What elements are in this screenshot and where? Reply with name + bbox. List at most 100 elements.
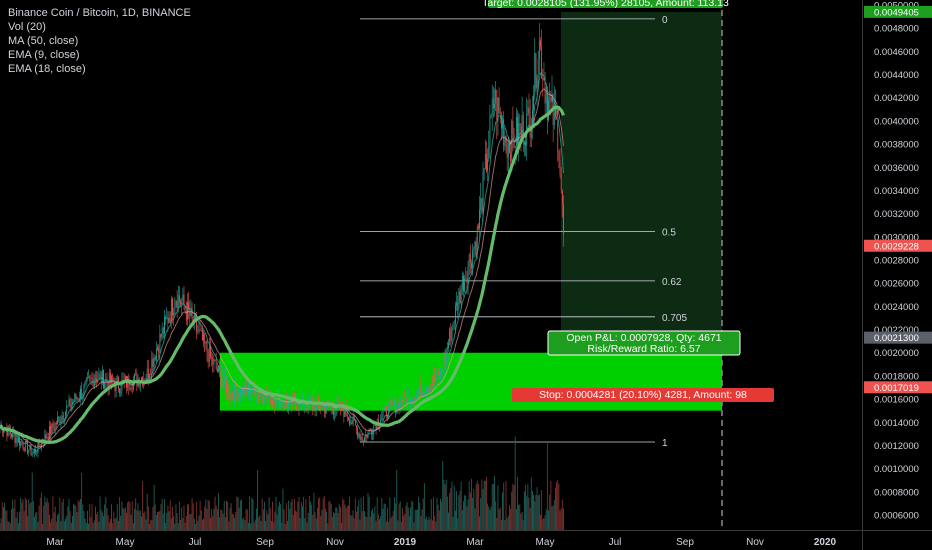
volume-bar (420, 516, 422, 530)
price-tick: 0.0010000 (874, 464, 919, 475)
volume-bar (203, 518, 204, 530)
volume-bar (505, 481, 507, 530)
candle-body (458, 291, 460, 310)
candle-body (331, 406, 333, 410)
time-axis[interactable]: Mar May Jul Sep Nov 2019 Mar May Jul Sep Nov 2020 (0, 530, 932, 550)
volume-bar (313, 492, 315, 530)
price-axis[interactable]: 0.00500000.00480000.00460000.00440000.00… (862, 0, 932, 550)
candle-body (192, 315, 194, 324)
candle-body (198, 329, 200, 332)
candle-body (159, 333, 161, 354)
volume-bar (364, 511, 365, 530)
stop-label[interactable]: Stop: 0.0004281 (20.10%) 4281, Amount: 9… (512, 388, 774, 402)
candle-body (119, 389, 120, 394)
volume-bar (334, 513, 336, 530)
volume-bar (305, 499, 307, 530)
volume-bar (109, 518, 111, 530)
candle-body (162, 327, 164, 334)
candle-body (275, 406, 277, 408)
volume-bar (211, 509, 213, 530)
candle-body (530, 127, 532, 138)
volume-bar (379, 519, 380, 530)
time-tick: Nov (746, 537, 764, 548)
volume-bar (119, 497, 121, 530)
price-tick: 0.0042000 (874, 93, 919, 104)
candle-body (135, 373, 137, 374)
volume-bar (78, 501, 80, 530)
volume-bar (267, 514, 269, 530)
volume-bar (233, 514, 234, 530)
volume-bar (21, 502, 23, 530)
volume-bar (176, 513, 178, 530)
candle-body (460, 288, 462, 303)
candle-body (467, 266, 469, 283)
volume-bar (433, 497, 434, 530)
volume-bar (511, 491, 513, 530)
volume-bar (266, 510, 268, 530)
candle-body (50, 426, 51, 434)
volume-bar (89, 504, 91, 530)
legend-ma[interactable]: MA (50, close) (8, 35, 79, 47)
candle-body (518, 123, 520, 145)
volume-bar (376, 497, 378, 530)
volume-bar (1, 502, 3, 530)
candle-body (18, 438, 19, 443)
volume-bar (285, 503, 287, 530)
volume-bar (557, 480, 559, 530)
volume-bar (489, 510, 491, 530)
candle-body (144, 379, 146, 382)
volume-bar (251, 497, 253, 530)
candle-body (160, 333, 162, 338)
legend-symbol-title[interactable]: Binance Coin / Bitcoin, 1D, BINANCE (8, 7, 191, 19)
volume-bar (242, 519, 244, 530)
candle-body (236, 392, 238, 401)
volume-bar (551, 506, 553, 530)
volume-bar (238, 507, 240, 530)
candle-body (354, 420, 356, 426)
stop-label-text: Stop: 0.0004281 (20.10%) 4281, Amount: 9… (539, 389, 747, 401)
candle-body (474, 241, 476, 249)
legend-ema18[interactable]: EMA (18, close) (8, 63, 86, 75)
candle-body (276, 396, 278, 407)
price-tag: 0.0029228 (874, 241, 919, 252)
volume-bar (290, 501, 292, 530)
volume-bar (212, 515, 214, 530)
volume-bar (174, 523, 176, 530)
candle-body (553, 104, 555, 126)
volume-bar (93, 520, 95, 530)
candle-body (435, 378, 437, 381)
pnl-label[interactable]: Open P&L: 0.0007928, Qty: 4671Risk/Rewar… (547, 330, 741, 356)
volume-bar (168, 511, 170, 530)
fib-label-0-5: 0.5 (662, 228, 676, 239)
candle-body (264, 402, 265, 404)
volume-bar (50, 522, 52, 530)
candle-body (153, 357, 155, 367)
volume-bar (277, 506, 279, 530)
legend-volume[interactable]: Vol (20) (8, 21, 46, 33)
volume-bar (444, 484, 446, 530)
candle-body (122, 379, 124, 381)
volume-bar (38, 505, 40, 530)
volume-bar (62, 498, 64, 530)
candle-body (521, 115, 523, 135)
volume-bar (183, 505, 185, 530)
candle-body (208, 346, 210, 363)
volume-bar (291, 499, 293, 530)
volume-bar (24, 497, 26, 530)
candle-body (182, 294, 184, 303)
time-axis-bg (0, 530, 862, 550)
candle-body (161, 327, 163, 338)
candle-body (165, 316, 166, 319)
candle-body (52, 423, 54, 428)
candle-body (468, 254, 470, 267)
legend-ema9[interactable]: EMA (9, close) (8, 49, 80, 61)
candle-body (440, 371, 441, 380)
volume-bar (121, 501, 123, 530)
ma50-line (0, 105, 565, 445)
volume-bar (457, 518, 459, 530)
price-tick: 0.0020000 (874, 348, 919, 359)
target-label[interactable]: Target: 0.0028105 (131.95%) 28105, Amoun… (482, 0, 729, 9)
volume-bar (58, 513, 60, 530)
volume-bar (111, 504, 112, 530)
